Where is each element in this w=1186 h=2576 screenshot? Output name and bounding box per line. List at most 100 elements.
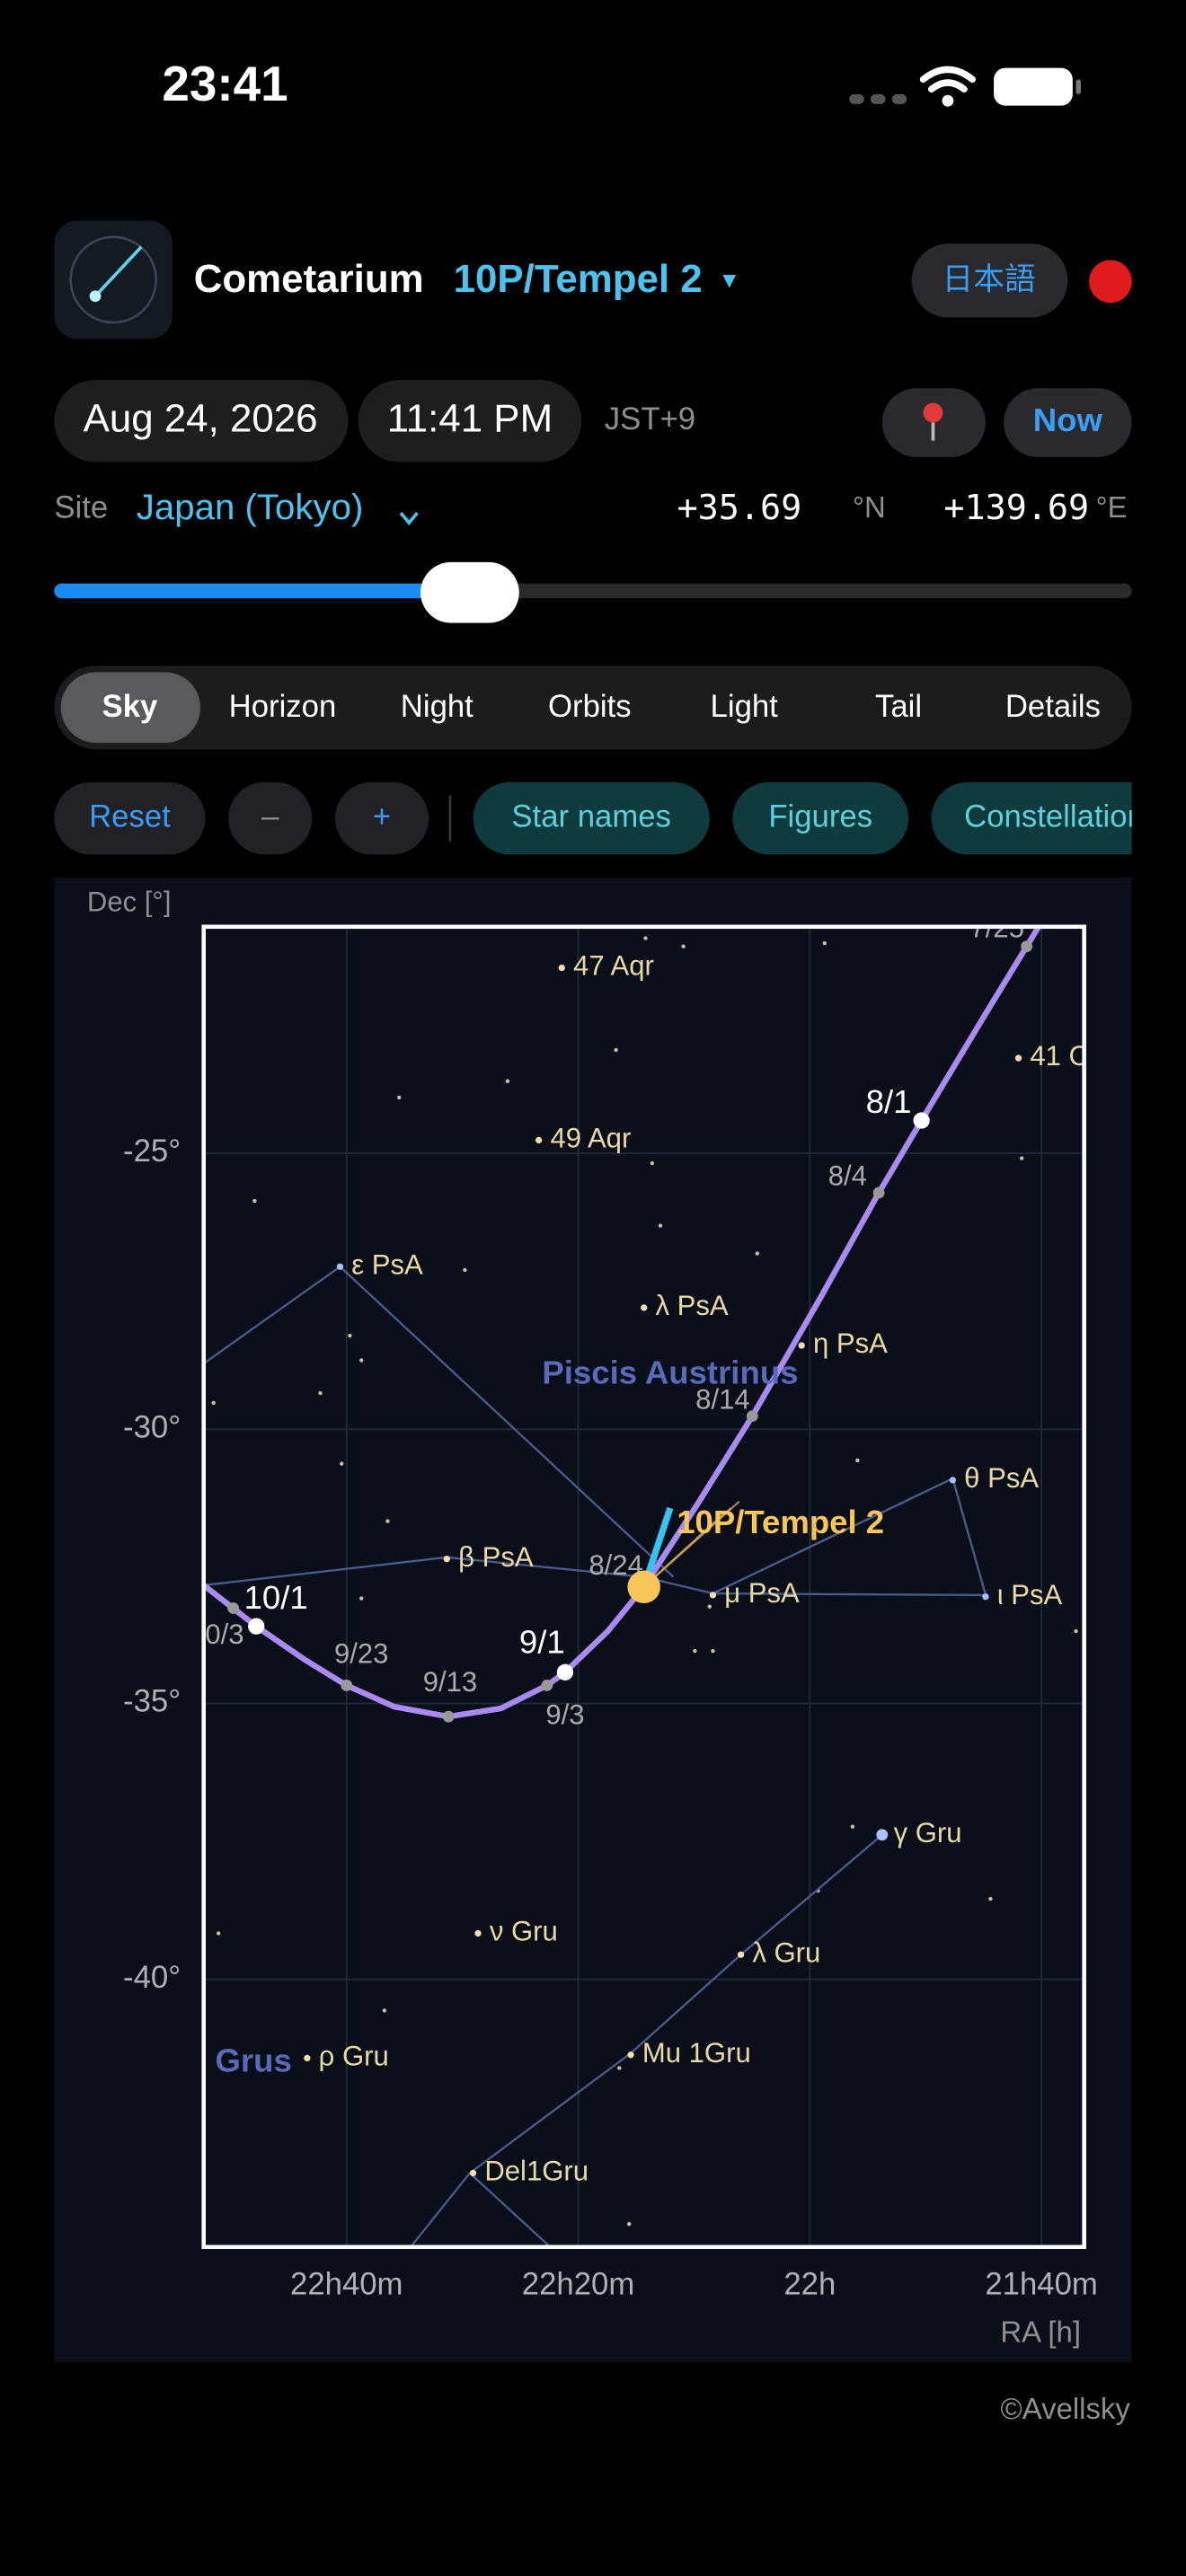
- star: [693, 1648, 697, 1654]
- date-label: 10/1: [244, 1579, 308, 1616]
- star: [318, 1390, 323, 1396]
- constellation-name: Grus: [216, 2042, 292, 2079]
- controls: Reset – + Star names Figures Constellations: [54, 781, 1186, 855]
- longitude: +139.69: [943, 488, 1089, 528]
- star: [737, 1951, 745, 1958]
- app-icon: [54, 220, 173, 340]
- star: [340, 1461, 344, 1466]
- star: [988, 1896, 993, 1901]
- tab[interactable]: Tail: [875, 690, 922, 724]
- date-dot: [541, 1680, 553, 1691]
- star-label: ρ Gru: [319, 2041, 389, 2072]
- star: [397, 1095, 402, 1100]
- date-dot: [341, 1680, 353, 1691]
- app-icon-head: [89, 290, 102, 303]
- y-axis-label: Dec [°]: [87, 886, 172, 917]
- star-label: ε PsA: [351, 1248, 423, 1280]
- x-axis-label: RA [h]: [1000, 2315, 1081, 2348]
- control-button[interactable]: [54, 781, 206, 855]
- status-time: 23:41: [162, 56, 288, 111]
- control-label[interactable]: –: [261, 799, 279, 834]
- star: [707, 1604, 712, 1609]
- time: 11:41 PM: [387, 396, 553, 440]
- date-dot: [442, 1710, 455, 1723]
- y-tick-label: -35°: [123, 1685, 181, 1719]
- control-button[interactable]: [732, 781, 909, 855]
- star: [949, 1477, 957, 1484]
- sky-panel: [54, 877, 1132, 2362]
- x-tick-label: 22h40m: [290, 2268, 403, 2302]
- tab[interactable]: Light: [711, 690, 779, 724]
- comet-head: [627, 1570, 660, 1604]
- star-label: λ PsA: [655, 1290, 728, 1321]
- tab[interactable]: Horizon: [229, 690, 337, 724]
- control-label[interactable]: Figures: [768, 799, 872, 834]
- now-button[interactable]: [1004, 388, 1132, 457]
- date-label: 9/3: [545, 1698, 584, 1730]
- star: [558, 964, 565, 972]
- comet-select[interactable]: 10P/Tempel 2: [454, 257, 703, 301]
- date-label: 8/1: [866, 1083, 912, 1120]
- star: [855, 1458, 860, 1463]
- star: [711, 1648, 715, 1654]
- star-label: Mu 1Gru: [642, 2037, 751, 2069]
- control-button[interactable]: [931, 781, 1186, 855]
- language-button[interactable]: [911, 243, 1068, 318]
- star: [1014, 1054, 1022, 1062]
- star-label: 49 Aqr: [550, 1123, 631, 1154]
- date-label: 7/25: [970, 913, 1025, 944]
- date-pill[interactable]: [54, 379, 349, 463]
- star: [643, 936, 648, 940]
- site-name[interactable]: Japan (Tokyo): [137, 487, 364, 527]
- star-label: 47 Aqr: [573, 950, 654, 982]
- plot-frame: [201, 924, 1086, 2249]
- star: [850, 1824, 855, 1829]
- slider-thumb[interactable]: [420, 561, 519, 623]
- control-button[interactable]: [334, 781, 429, 855]
- time-pill[interactable]: [358, 379, 582, 463]
- date-dot: [227, 1602, 240, 1614]
- star: [359, 1358, 364, 1363]
- tab-selected: [60, 672, 201, 744]
- star: [614, 1047, 618, 1053]
- star: [627, 2051, 634, 2059]
- constellation-name: Piscis Austrinus: [542, 1354, 798, 1391]
- date-label: 10/3: [190, 1619, 244, 1650]
- star-label: λ Gru: [752, 1936, 820, 1968]
- tab-bar: [54, 666, 1132, 750]
- star-label: 41 C: [1030, 1040, 1089, 1072]
- star: [385, 1519, 390, 1523]
- signal-dot: [849, 93, 864, 104]
- tab[interactable]: Sky: [102, 690, 158, 724]
- star-label: η PsA: [813, 1328, 888, 1359]
- control-label[interactable]: Reset: [89, 799, 171, 834]
- now-label: Now: [1033, 401, 1103, 438]
- date-dot: [1021, 940, 1033, 953]
- date-dot: [872, 1187, 885, 1199]
- star: [1019, 1156, 1024, 1160]
- control-label[interactable]: Constellations: [964, 799, 1160, 834]
- star: [336, 1263, 344, 1270]
- comet-label: 10P/Tempel 2: [677, 1504, 884, 1540]
- app-name: Cometarium: [194, 257, 424, 301]
- control-button[interactable]: [228, 781, 313, 855]
- tab[interactable]: Orbits: [548, 690, 632, 724]
- pin-head: [923, 402, 943, 423]
- control-label[interactable]: +: [373, 799, 391, 834]
- date: Aug 24, 2026: [84, 396, 318, 440]
- y-tick-label: -40°: [123, 1961, 181, 1995]
- tab[interactable]: Night: [401, 690, 474, 724]
- star: [359, 1596, 364, 1601]
- record-indicator[interactable]: [1089, 260, 1132, 304]
- date-label: 8/14: [695, 1383, 750, 1415]
- control-label[interactable]: Star names: [511, 799, 671, 834]
- tab[interactable]: Details: [1005, 690, 1101, 724]
- star: [709, 1592, 717, 1599]
- site-label: Site: [54, 491, 108, 525]
- x-tick-label: 21h40m: [985, 2268, 1097, 2302]
- date-dot: [556, 1663, 574, 1681]
- star: [876, 1829, 889, 1841]
- control-button[interactable]: [473, 781, 710, 855]
- star: [216, 1931, 221, 1936]
